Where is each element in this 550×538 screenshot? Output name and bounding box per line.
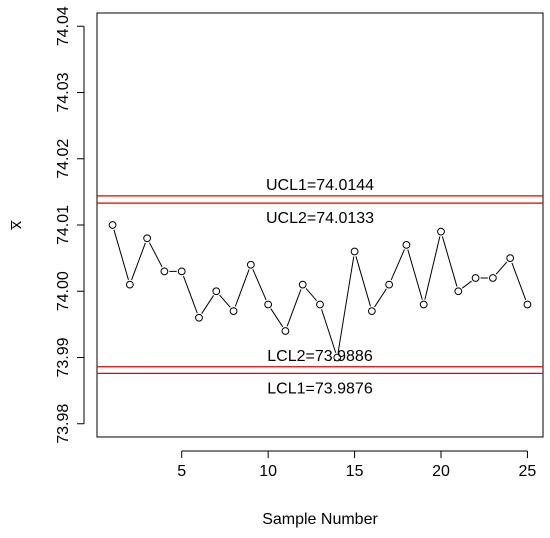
control-limit-label: UCL2=74.0133	[266, 210, 374, 227]
data-point	[437, 227, 445, 236]
series-segment	[252, 269, 267, 301]
series-segment	[113, 229, 129, 280]
control-limit-label: LCL1=73.9876	[267, 380, 373, 397]
x-axis-title: Sample Number	[262, 511, 378, 528]
data-point	[454, 287, 463, 296]
data-point	[298, 280, 307, 289]
control-limit-label: UCL1=74.0144	[266, 177, 374, 194]
data-point	[488, 274, 497, 282]
data-point	[367, 307, 376, 316]
series-segment	[305, 288, 318, 302]
y-tick-label: 74.04	[55, 6, 72, 46]
series-segment	[407, 249, 423, 300]
data-point	[246, 260, 255, 269]
data-point	[402, 240, 411, 249]
series-segment	[511, 262, 527, 300]
series-segment	[131, 242, 146, 281]
series-segment	[182, 275, 198, 314]
data-point	[264, 300, 273, 309]
series-segment	[321, 309, 337, 353]
data-point	[333, 353, 342, 362]
y-tick-label: 73.99	[55, 337, 72, 377]
series-segment	[424, 236, 441, 300]
y-tick-label: 73.98	[55, 404, 72, 444]
series-segment	[286, 289, 302, 327]
y-tick-label: 74.02	[55, 139, 72, 179]
data-point	[143, 234, 152, 243]
control-limit-label: LCL2=73.9886	[267, 348, 373, 365]
x-tick-label: 10	[259, 463, 277, 480]
y-tick-label: 74.00	[55, 271, 72, 311]
series-segment	[495, 261, 508, 275]
x-tick-label: 5	[177, 463, 186, 480]
data-point	[419, 300, 428, 309]
data-point	[350, 247, 359, 256]
data-point	[506, 254, 515, 263]
data-point	[160, 267, 169, 276]
x-tick-label: 20	[432, 463, 450, 480]
data-point	[281, 327, 290, 335]
data-point	[229, 307, 238, 316]
data-point	[316, 300, 324, 309]
data-point	[108, 221, 117, 229]
data-point	[177, 267, 186, 276]
series-segment	[201, 295, 214, 314]
data-point	[523, 300, 532, 309]
series-segment	[337, 256, 355, 353]
series-segment	[390, 249, 405, 281]
y-axis-title: x̅	[8, 220, 25, 230]
x-tick-label: 25	[519, 463, 537, 480]
data-point	[471, 274, 480, 282]
series-segment	[219, 294, 231, 308]
series-segment	[234, 269, 250, 307]
data-point	[195, 313, 203, 322]
series-segment	[149, 242, 163, 268]
y-tick-label: 74.01	[55, 205, 72, 245]
data-point	[385, 280, 394, 289]
series-segment	[374, 288, 387, 308]
series-segment	[441, 236, 458, 287]
x-tick-label: 15	[346, 463, 364, 480]
plot-frame	[96, 12, 544, 438]
series-segment	[461, 280, 472, 289]
series-segment	[355, 256, 371, 307]
y-tick-label: 74.03	[55, 72, 72, 112]
series-segment	[270, 308, 284, 328]
data-point	[212, 287, 221, 296]
data-point	[125, 280, 134, 289]
